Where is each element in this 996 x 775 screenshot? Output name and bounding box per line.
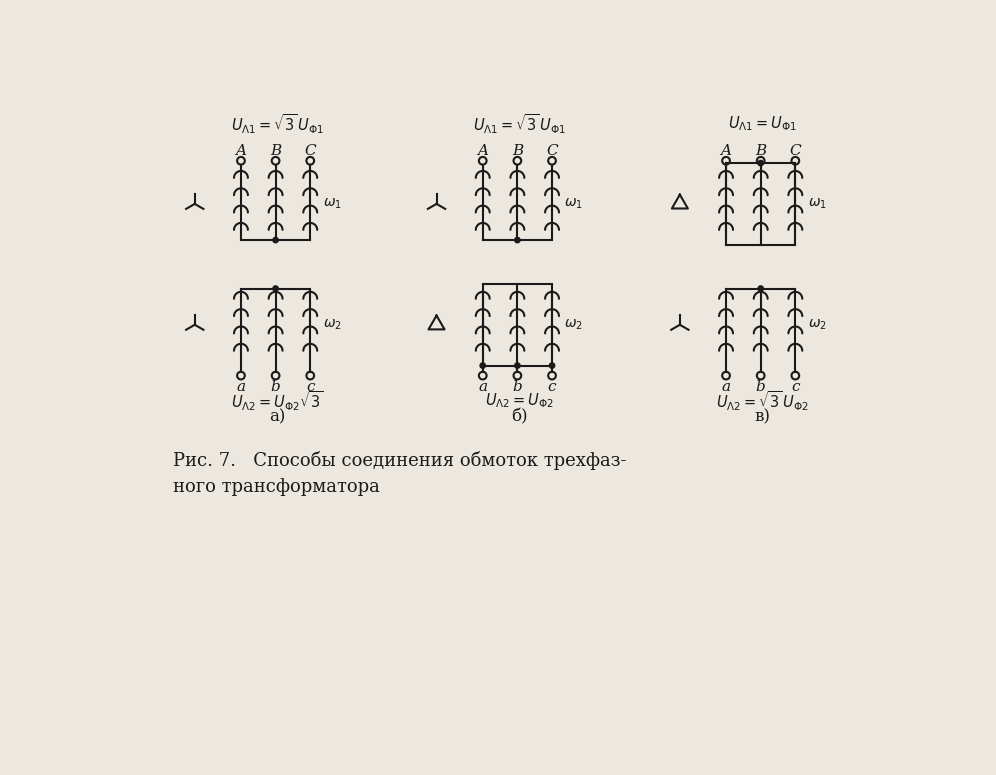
Text: C: C (305, 143, 316, 158)
Text: A: A (720, 143, 731, 158)
Text: $U_{\Lambda1}=\sqrt{3}\,U_{\Phi1}$: $U_{\Lambda1}=\sqrt{3}\,U_{\Phi1}$ (473, 112, 566, 136)
Text: c: c (791, 381, 800, 394)
Circle shape (273, 237, 278, 243)
Text: а): а) (269, 408, 285, 425)
Text: C: C (546, 143, 558, 158)
Text: B: B (755, 143, 766, 158)
Text: B: B (270, 143, 281, 158)
Text: a: a (236, 381, 245, 394)
Text: a: a (721, 381, 731, 394)
Text: $\omega_1$: $\omega_1$ (808, 197, 827, 211)
Text: $U_{\Lambda1}=U_{\Phi1}$: $U_{\Lambda1}=U_{\Phi1}$ (728, 115, 797, 133)
Circle shape (758, 160, 763, 166)
Text: b: b (271, 381, 281, 394)
Text: $U_{\Lambda2}=U_{\Phi2}\sqrt{3}$: $U_{\Lambda2}=U_{\Phi2}\sqrt{3}$ (231, 389, 324, 413)
Circle shape (273, 286, 278, 291)
Text: b: b (756, 381, 766, 394)
Text: a: a (478, 381, 487, 394)
Text: Рис. 7.   Способы соединения обмоток трехфаз-
ного трансформатора: Рис. 7. Способы соединения обмоток трехф… (173, 451, 626, 497)
Text: c: c (306, 381, 315, 394)
Text: B: B (512, 143, 523, 158)
Text: C: C (790, 143, 801, 158)
Text: $\omega_1$: $\omega_1$ (565, 197, 584, 211)
Text: б): б) (511, 408, 528, 425)
Text: c: c (548, 381, 557, 394)
Text: A: A (477, 143, 488, 158)
Text: $\omega_2$: $\omega_2$ (323, 318, 342, 332)
Text: $\omega_2$: $\omega_2$ (808, 318, 827, 332)
Text: A: A (235, 143, 246, 158)
Text: $U_{\Lambda2}=U_{\Phi2}$: $U_{\Lambda2}=U_{\Phi2}$ (485, 391, 554, 410)
Circle shape (515, 237, 520, 243)
Circle shape (550, 363, 555, 368)
Text: $\omega_2$: $\omega_2$ (565, 318, 584, 332)
Text: b: b (513, 381, 522, 394)
Text: в): в) (754, 408, 770, 425)
Circle shape (758, 286, 763, 291)
Text: $\omega_1$: $\omega_1$ (323, 197, 342, 211)
Text: $U_{\Lambda2}=\sqrt{3}\,U_{\Phi2}$: $U_{\Lambda2}=\sqrt{3}\,U_{\Phi2}$ (716, 389, 809, 413)
Circle shape (480, 363, 485, 368)
Text: $U_{\Lambda1}=\sqrt{3}\,U_{\Phi1}$: $U_{\Lambda1}=\sqrt{3}\,U_{\Phi1}$ (231, 112, 324, 136)
Circle shape (515, 363, 520, 368)
